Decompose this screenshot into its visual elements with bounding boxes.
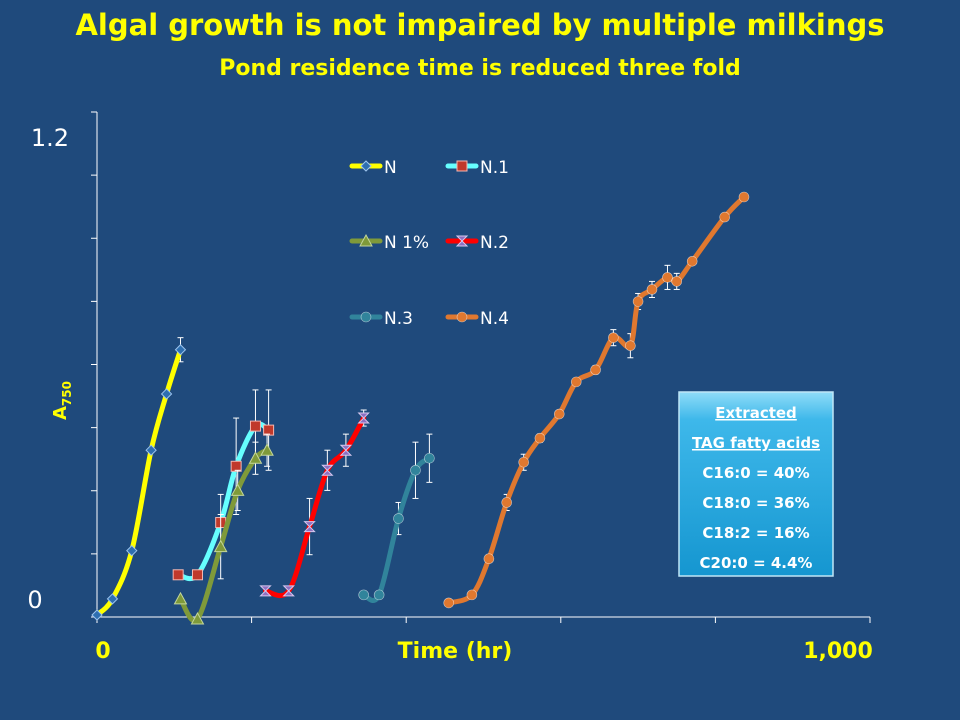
data-point — [160, 388, 173, 400]
data-point — [321, 464, 334, 476]
y-tick-label-max: 1.2 — [31, 124, 69, 152]
textbox-line: C20:0 = 4.4% — [700, 554, 813, 572]
legend-item-n-4: N.4 — [445, 309, 509, 329]
series-layer — [91, 191, 750, 625]
legend-item-n-2: N.2 — [445, 233, 509, 253]
legend-swatch-marker — [359, 233, 373, 247]
series-n — [91, 337, 187, 621]
data-point — [260, 443, 274, 456]
y-axis-title-subscript: 750 — [60, 381, 74, 406]
data-point — [719, 211, 730, 223]
textbox-background — [678, 391, 834, 577]
legend-swatch-marker — [455, 235, 469, 247]
legend-label: N.1 — [480, 158, 509, 178]
data-point — [534, 432, 546, 444]
legend-item-n-1: N.1 — [445, 158, 509, 178]
data-point — [671, 276, 683, 287]
data-point — [373, 589, 385, 601]
fatty-acid-textbox: Extracted TAG fatty acids C16:0 = 40% C18:0… — [678, 391, 834, 577]
legend-swatch-marker — [456, 160, 468, 172]
data-point — [249, 420, 261, 432]
legend-item-n: N — [349, 158, 397, 178]
series-n-2 — [259, 409, 370, 599]
data-point — [686, 256, 698, 267]
series-line — [177, 447, 270, 624]
data-point — [590, 364, 601, 376]
data-point — [145, 444, 157, 456]
series-line — [361, 455, 432, 603]
axes: 0 1.2 0 1,000 Time (hr) A750 — [27, 111, 873, 664]
data-point — [570, 376, 582, 388]
data-point — [443, 597, 455, 609]
data-point — [91, 609, 103, 621]
series-line — [263, 415, 367, 599]
x-axis-title: Time (hr) — [398, 639, 513, 664]
data-point — [248, 451, 263, 464]
data-point — [303, 521, 316, 533]
data-point — [230, 483, 245, 496]
legend-swatch-marker — [360, 311, 372, 323]
data-point — [608, 332, 619, 343]
data-point — [173, 591, 188, 605]
y-axis-title: A750 — [50, 381, 74, 420]
data-point — [518, 456, 529, 468]
data-point — [358, 589, 369, 601]
data-point — [553, 408, 565, 420]
legend-label: N.4 — [480, 309, 509, 329]
data-point — [662, 272, 673, 283]
data-point — [738, 191, 750, 203]
data-point — [625, 340, 636, 352]
data-point — [172, 569, 184, 581]
data-point — [263, 424, 275, 436]
legend-swatch-marker — [456, 311, 468, 323]
chart-subtitle: Pond residence time is reduced three fol… — [219, 56, 741, 81]
data-point — [106, 593, 119, 605]
data-point — [259, 585, 272, 597]
data-point — [230, 460, 242, 472]
data-point — [213, 539, 228, 553]
data-point — [501, 497, 512, 508]
textbox-line: Extracted — [715, 404, 797, 422]
data-point — [424, 452, 435, 464]
data-point — [466, 589, 478, 601]
series-n-1 — [173, 433, 274, 625]
legend-item-n-3: N.3 — [349, 309, 413, 329]
textbox-line: C18:2 = 16% — [702, 524, 809, 542]
legend: N N.1 N 1% N.2 N.3 N.4 — [349, 158, 509, 329]
data-point — [191, 569, 203, 581]
legend-label: N 1% — [384, 233, 429, 253]
textbox-line: TAG fatty acids — [692, 434, 820, 452]
data-point — [190, 611, 205, 625]
data-point — [339, 444, 353, 456]
legend-swatch-marker — [360, 160, 372, 172]
legend-item-n-1: N 1% — [349, 233, 429, 253]
x-tick-label-min: 0 — [95, 639, 110, 664]
textbox-line: C18:0 = 36% — [702, 494, 809, 512]
legend-label: N.2 — [480, 233, 509, 253]
chart-title: Algal growth is not impaired by multiple… — [75, 8, 885, 42]
series-n-4 — [443, 191, 750, 609]
data-point — [632, 296, 644, 307]
series-line — [94, 347, 183, 618]
series-n-3 — [358, 433, 435, 603]
textbox-line: C16:0 = 40% — [702, 464, 809, 482]
data-point — [357, 412, 370, 424]
data-point — [174, 344, 187, 356]
y-tick-label-min: 0 — [27, 586, 42, 614]
data-point — [410, 464, 421, 476]
legend-label: N — [384, 158, 397, 178]
data-point — [483, 553, 495, 565]
x-tick-label-max: 1,000 — [803, 639, 873, 664]
legend-label: N.3 — [384, 309, 413, 329]
data-point — [646, 284, 658, 295]
data-point — [126, 544, 138, 557]
data-point — [393, 513, 404, 524]
data-point — [282, 585, 295, 597]
